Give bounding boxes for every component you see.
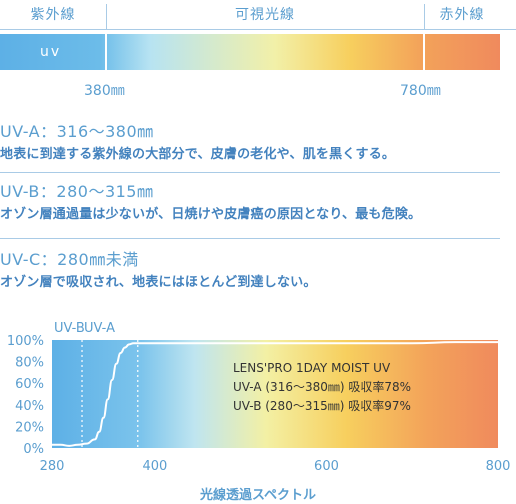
y-tick-label: 60% [15,377,44,392]
y-tick-label: 0% [23,442,44,457]
x-tick-label: 600 [314,459,339,474]
band-separator [106,4,107,30]
lens-info: LENS'PRO 1DAY MOIST UV UV-A (316〜380㎜) 吸収… [233,361,411,413]
region-boundaries [81,340,139,448]
nm-label-780: 780㎜ [400,83,441,99]
y-tick-label: 100% [7,334,44,349]
x-tick-label: 800 [486,459,511,474]
section-title: UV-C：280㎜未満 [0,250,139,269]
nm-label-380: 380㎜ [84,83,125,99]
uv-tag: uv [40,44,62,60]
region-label: UV-A [84,321,115,336]
section-desc: オゾン層で吸収され、地表にはほとんど到達しない。 [0,275,317,290]
y-tick-label: 80% [15,356,44,371]
absorption-rate: UV-B (280〜315㎜) 吸収率97% [233,398,411,413]
spectrum-divider-380 [105,34,107,70]
plot-area [52,340,498,448]
spectrum-band-labels: 紫外線 可視光線 赤外線 [0,0,516,30]
y-tick-label: 40% [15,399,44,414]
region-labels: UV-B UV-A [54,321,115,336]
band-separator [424,4,425,30]
section-title: UV-B：280〜315㎜ [0,182,154,201]
section-title: UV-A：316〜380㎜ [0,122,154,141]
section-uva: UV-A：316〜380㎜ 地表に到達する紫外線の大部分で、皮膚の老化や、肌を黒… [0,120,500,166]
region-label: UV-B [54,321,85,336]
product-name: LENS'PRO 1DAY MOIST UV [233,361,391,375]
x-tick-label: 400 [143,459,168,474]
y-tick-label: 20% [15,420,44,435]
transmission-chart: 0%20%40%60%80%100% 280 400 600 800 UV-B UV-A… [7,321,511,474]
spectrum-bar [0,34,500,70]
x-axis-label: 光線透過スペクトル [199,488,317,503]
band-underline [0,29,516,30]
band-label-ir: 赤外線 [439,7,485,23]
x-axis: 280 400 600 800 [40,459,511,474]
spectrum-divider-780 [423,34,425,70]
band-label-uv: 紫外線 [30,7,76,23]
section-uvc: UV-C：280㎜未満 オゾン層で吸収され、地表にはほとんど到達しない。 [0,248,500,294]
section-uvb: UV-B：280〜315㎜ オゾン層通過量は少ないが、日焼けや皮膚癌の原因となり… [0,180,500,226]
section-desc: 地表に到達する紫外線の大部分で、皮膚の老化や、肌を黒くする。 [0,147,396,162]
section-divider [0,172,500,173]
transmission-curve [52,341,498,447]
band-label-visible: 可視光線 [235,7,295,23]
y-axis: 0% 20% 40% 60% 80% 100% [7,334,44,457]
x-tick-label: 280 [40,459,65,474]
absorption-rate: UV-A (316〜380㎜) 吸収率78% [233,379,411,394]
section-desc: オゾン層通過量は少ないが、日焼けや皮膚癌の原因となり、最も危険。 [0,207,422,222]
section-divider [0,238,500,239]
